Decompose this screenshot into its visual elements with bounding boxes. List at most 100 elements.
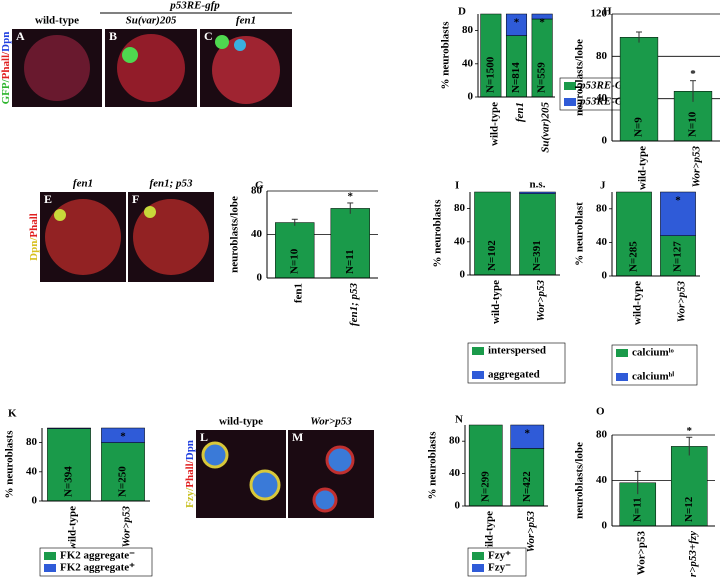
- x-tick-label: Wor>p53: [635, 531, 647, 576]
- bar: [101, 427, 145, 443]
- legend-box: [39, 547, 153, 577]
- n-label: N=285: [628, 241, 640, 272]
- panel-letter: J: [600, 180, 606, 192]
- bar: [531, 13, 553, 20]
- tissue: [117, 34, 185, 102]
- n-label: N=394: [63, 466, 75, 497]
- legend-swatch: [616, 349, 628, 357]
- bar: [510, 424, 545, 449]
- x-tick-label: Wor>p53: [121, 506, 133, 548]
- x-tick-label: Wor>p53: [676, 281, 688, 323]
- significance: *: [675, 195, 681, 207]
- panel-title: fen1: [236, 15, 256, 27]
- n-label: N=391: [531, 240, 543, 271]
- bar: [510, 448, 545, 507]
- bar: [474, 191, 511, 276]
- x-tick-label: Wor>p53: [535, 280, 547, 322]
- y-tick-label: 40: [251, 228, 263, 240]
- legend-label: calciumʰⁱ: [632, 370, 674, 383]
- y-tick-label: 40: [596, 474, 608, 486]
- n-label: N=9: [633, 117, 645, 137]
- legend-label: FK2 aggregate⁻: [60, 550, 135, 562]
- x-tick-label: Wor>p53: [525, 511, 537, 553]
- cell: [312, 487, 338, 513]
- y-tick-label: 40: [454, 235, 466, 247]
- stain-label: GFP/Phall/Dpn: [0, 32, 12, 105]
- legend-swatch: [564, 82, 576, 90]
- significance: *: [539, 17, 545, 29]
- n-label: N=559: [536, 62, 548, 93]
- legend-label: interspersed: [488, 345, 546, 357]
- y-tick-label: 80: [596, 429, 608, 441]
- bar: [275, 222, 315, 279]
- x-tick-label: fen1: [292, 283, 304, 303]
- panel-letter: E: [44, 192, 52, 206]
- stain: Dpn: [184, 440, 196, 460]
- legend-label: FK2 aggregate⁺: [60, 562, 135, 574]
- stain: Fzy/: [184, 487, 196, 508]
- bar: [47, 427, 91, 429]
- y-tick-label: 80: [462, 24, 474, 36]
- significance: *: [120, 431, 126, 443]
- bar: [660, 235, 696, 277]
- panel-letter: I: [455, 180, 459, 192]
- y-tick-label: 80: [251, 185, 263, 197]
- y-axis-label: % neuroblasts: [427, 431, 439, 500]
- panel-letter: O: [596, 406, 605, 418]
- legend-box: [467, 342, 566, 384]
- y-tick-label: 80: [454, 202, 466, 214]
- stain: Phall: [28, 213, 40, 237]
- y-tick-label: 0: [602, 270, 608, 282]
- bar: [519, 193, 556, 276]
- y-tick-label: 80: [596, 202, 608, 214]
- stain: GFP/: [0, 78, 12, 104]
- header: p53RE-gfp: [169, 0, 220, 12]
- x-tick-label: Su(var)205: [540, 102, 552, 153]
- x-tick-label: fen1; p53: [348, 283, 360, 327]
- y-tick-label: 0: [32, 495, 38, 507]
- y-tick-label: 120: [591, 8, 608, 20]
- cell: [122, 47, 138, 63]
- y-axis-label: neuroblasts/lobe: [229, 196, 241, 273]
- n-label: N=11: [344, 249, 356, 274]
- bar: [505, 13, 528, 36]
- y-axis-label: neuroblasts/lobe: [574, 442, 586, 519]
- panel-letter: F: [132, 192, 139, 206]
- n-label: N=814: [510, 62, 522, 93]
- y-tick-label: 0: [602, 135, 608, 147]
- y-tick-label: 40: [596, 92, 608, 104]
- n-label: N=10: [288, 248, 300, 274]
- stain-label: Dpn/Phall: [28, 213, 40, 261]
- legend-swatch: [472, 564, 484, 572]
- n-label: N=1500: [484, 56, 496, 93]
- bar: [660, 191, 696, 236]
- legend-swatch: [44, 564, 56, 572]
- panel-letter: D: [458, 6, 466, 18]
- x-tick-label: wild-type: [488, 102, 500, 146]
- bar: [468, 424, 503, 507]
- cell: [144, 206, 156, 218]
- y-axis-label: % neuroblasts: [432, 199, 444, 268]
- legend-swatch: [564, 98, 576, 106]
- n-label: N=102: [486, 240, 498, 271]
- bar: [619, 482, 657, 527]
- bar: [670, 446, 708, 527]
- significance: n.s.: [530, 179, 546, 191]
- cell: [201, 441, 229, 469]
- legend-swatch: [472, 347, 484, 355]
- legend-label: aggregated: [488, 369, 540, 381]
- panel-title: Su(var)205: [126, 15, 177, 27]
- x-tick-label: fen1: [514, 102, 526, 122]
- cell: [325, 445, 355, 475]
- n-label: N=299: [479, 471, 491, 502]
- significance: *: [514, 17, 520, 29]
- y-tick-label: 40: [462, 57, 474, 69]
- cell: [234, 39, 246, 51]
- x-tick-label: wild-type: [637, 146, 649, 190]
- y-tick-label: 80: [26, 436, 38, 448]
- tissue: [212, 36, 280, 104]
- panel-title: fen1; p53: [149, 178, 193, 190]
- panel-letter: C: [204, 29, 213, 43]
- significance: *: [690, 68, 696, 80]
